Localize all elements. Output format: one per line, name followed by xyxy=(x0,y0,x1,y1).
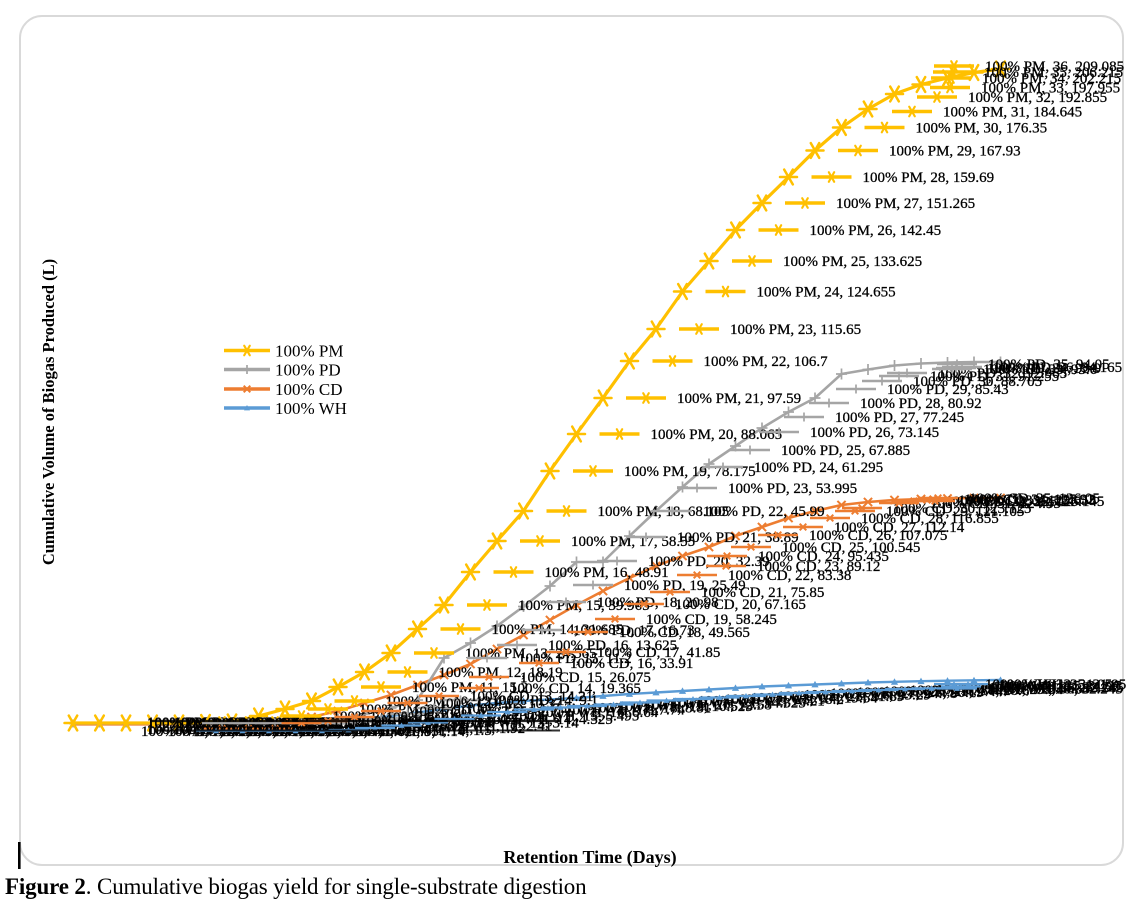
svg-text:100% CD, 22, 83.38: 100% CD, 22, 83.38 xyxy=(728,568,851,584)
svg-text:100% PD, 23, 53.995: 100% PD, 23, 53.995 xyxy=(728,481,857,497)
svg-text:100% PD, 28, 80.92: 100% PD, 28, 80.92 xyxy=(860,396,982,412)
svg-text:100% PD, 19, 25.49: 100% PD, 19, 25.49 xyxy=(624,578,746,594)
svg-text:100% PD, 26, 73.145: 100% PD, 26, 73.145 xyxy=(810,425,939,441)
svg-text:100% PD, 22, 45.99: 100% PD, 22, 45.99 xyxy=(703,504,825,520)
svg-text:100% WH, 1, 0.05: 100% WH, 1, 0.05 xyxy=(141,724,253,740)
svg-text:100% PM, 10, 12.4: 100% PM, 10, 12.4 xyxy=(386,694,503,710)
svg-text:100% WH, 35, 31.95: 100% WH, 35, 31.95 xyxy=(994,679,1121,695)
svg-text:100% WH, 35, 31.95: 100% WH, 35, 31.95 xyxy=(999,677,1126,693)
svg-text:100% CD, 26, 107.075: 100% CD, 26, 107.075 xyxy=(809,528,947,544)
svg-text:100% PM, 33, 197.955: 100% PM, 33, 197.955 xyxy=(981,81,1120,97)
svg-text:100% CD, 13, 14.21: 100% CD, 13, 14.21 xyxy=(470,689,593,705)
svg-text:100% CD, 17, 41.85: 100% CD, 17, 41.85 xyxy=(597,645,720,661)
svg-text:100% WH, 20, 12.58: 100% WH, 20, 12.58 xyxy=(645,698,772,714)
svg-text:100% PD, 29, 85.43: 100% PD, 29, 85.43 xyxy=(887,382,1009,398)
svg-text:100% CD, 34, 125.92: 100% CD, 34, 125.92 xyxy=(964,492,1095,508)
svg-text:100% PD, 31, 91.255: 100% PD, 31, 91.255 xyxy=(930,369,1059,385)
svg-text:100% PD, 27, 77.245: 100% PD, 27, 77.245 xyxy=(835,410,964,426)
svg-text:100% CD, 31, 124.35: 100% CD, 31, 124.35 xyxy=(930,496,1061,512)
svg-text:100% CD, 14, 19.365: 100% CD, 14, 19.365 xyxy=(510,681,641,697)
svg-text:100% PD, 17, 16.73: 100% PD, 17, 16.73 xyxy=(573,623,695,639)
svg-text:100% CD, 21, 75.85: 100% CD, 21, 75.85 xyxy=(701,585,824,601)
svg-text:100% PM, 21, 97.59: 100% PM, 21, 97.59 xyxy=(677,391,801,407)
svg-text:100% PM, 36, 209.085: 100% PM, 36, 209.085 xyxy=(985,59,1124,75)
svg-text:100% WH, 2, 0.09: 100% WH, 2, 0.09 xyxy=(168,724,280,740)
svg-text:100% CD, 16, 33.91: 100% CD, 16, 33.91 xyxy=(570,656,693,672)
svg-text:100% CD, 27, 112.14: 100% CD, 27, 112.14 xyxy=(834,520,965,536)
svg-text:100% PM, 31, 184.645: 100% PM, 31, 184.645 xyxy=(943,105,1082,121)
svg-text:100% PD, 25, 67.885: 100% PD, 25, 67.885 xyxy=(781,443,910,459)
svg-text:100% CD, 35, 126.05: 100% CD, 35, 126.05 xyxy=(969,491,1100,507)
svg-text:100% CD, 28, 116.855: 100% CD, 28, 116.855 xyxy=(861,511,999,527)
svg-text:Figure 2. Cumulative biogas yi: Figure 2. Cumulative biogas yield for si… xyxy=(5,874,587,899)
svg-text:100% WH, 5, 0.3: 100% WH, 5, 0.3 xyxy=(247,724,352,740)
svg-text:100% CD, 36, 126.145: 100% CD, 36, 126.145 xyxy=(966,494,1104,510)
svg-text:100% CD, 33, 125.655: 100% CD, 33, 125.655 xyxy=(958,493,1096,509)
svg-text:100% CD, 25, 100.545: 100% CD, 25, 100.545 xyxy=(782,540,920,556)
svg-text:100% PM, 35, 206.215: 100% PM, 35, 206.215 xyxy=(984,65,1123,81)
svg-text:100% CD, 15, 26.075: 100% CD, 15, 26.075 xyxy=(520,670,651,686)
svg-text:100% PM, 27, 151.265: 100% PM, 27, 151.265 xyxy=(836,196,975,212)
svg-text:100% CD, 32, 125.21: 100% CD, 32, 125.21 xyxy=(945,494,1076,510)
svg-text:100% WH, 33, 31.05: 100% WH, 33, 31.05 xyxy=(985,677,1112,693)
svg-text:100% WH, 11, 1.92: 100% WH, 11, 1.92 xyxy=(406,721,525,737)
svg-text:100% CD: 100% CD xyxy=(275,380,343,399)
svg-text:100% PM, 29, 167.93: 100% PM, 29, 167.93 xyxy=(889,144,1021,160)
svg-text:100% CD, 12, 10.37: 100% CD, 12, 10.37 xyxy=(439,696,563,712)
svg-text:100% WH: 100% WH xyxy=(275,399,347,418)
svg-text:100% PM, 20, 88.065: 100% PM, 20, 88.065 xyxy=(651,427,783,443)
svg-text:100% CD, 30, 123.125: 100% CD, 30, 123.125 xyxy=(893,501,1031,517)
svg-text:100% WH, 36, 32.245: 100% WH, 36, 32.245 xyxy=(989,680,1124,696)
svg-text:100% PD, 36, 94.165: 100% PD, 36, 94.165 xyxy=(993,360,1122,376)
svg-text:100% PD, 24, 61.295: 100% PD, 24, 61.295 xyxy=(754,460,883,476)
svg-text:100% WH, 34, 31.58: 100% WH, 34, 31.58 xyxy=(992,680,1119,696)
svg-text:100% PM, 9, 9.9: 100% PM, 9, 9.9 xyxy=(359,702,461,718)
svg-text:100% PM, 34, 202.215: 100% PM, 34, 202.215 xyxy=(982,71,1121,87)
svg-text:100% CD, 18, 49.565: 100% CD, 18, 49.565 xyxy=(619,625,750,641)
svg-text:Cumulative Volume of Biogas Pr: Cumulative Volume of Biogas Produced (L) xyxy=(39,259,58,565)
svg-text:100% WH, 36, 32.245: 100% WH, 36, 32.245 xyxy=(988,682,1123,698)
svg-text:100% PM, 25, 133.625: 100% PM, 25, 133.625 xyxy=(783,254,922,270)
svg-text:100% PM, 28, 159.69: 100% PM, 28, 159.69 xyxy=(863,170,995,186)
svg-text:Retention Time (Days): Retention Time (Days) xyxy=(503,847,676,868)
svg-text:100% PD, 16, 13.625: 100% PD, 16, 13.625 xyxy=(548,638,677,654)
svg-text:100% PD: 100% PD xyxy=(275,361,341,380)
svg-text:100% CD, 19, 58.245: 100% CD, 19, 58.245 xyxy=(646,612,777,628)
svg-text:100% PD, 34, 93.9: 100% PD, 34, 93.9 xyxy=(987,361,1101,377)
svg-text:100% PM, 32, 192.855: 100% PM, 32, 192.855 xyxy=(968,90,1107,106)
svg-text:100% PM, 26, 142.45: 100% PM, 26, 142.45 xyxy=(810,223,942,239)
svg-text:100% PM, 23, 115.65: 100% PM, 23, 115.65 xyxy=(730,322,861,338)
svg-text:100% PM, 16, 48.91: 100% PM, 16, 48.91 xyxy=(545,565,669,581)
svg-text:100% CD, 29, 121.105: 100% CD, 29, 121.105 xyxy=(886,504,1024,520)
svg-text:100% CD, 20, 67.165: 100% CD, 20, 67.165 xyxy=(675,597,806,613)
svg-text:100% PM, 24, 124.655: 100% PM, 24, 124.655 xyxy=(757,285,896,301)
svg-text:100% PD, 30, 88.705: 100% PD, 30, 88.705 xyxy=(913,374,1042,390)
svg-text:100% PD, 35, 94.05: 100% PD, 35, 94.05 xyxy=(988,357,1110,373)
svg-text:100% PM: 100% PM xyxy=(275,342,343,361)
svg-text:100% PM, 30, 176.35: 100% PM, 30, 176.35 xyxy=(916,121,1048,137)
svg-text:100% WH, 4, 0.21: 100% WH, 4, 0.21 xyxy=(221,724,333,740)
svg-text:100% WH, 32, 30.38: 100% WH, 32, 30.38 xyxy=(963,682,1090,698)
svg-text:100% PM, 22, 106.7: 100% PM, 22, 106.7 xyxy=(704,354,829,370)
svg-text:100% WH, 13, 3.14: 100% WH, 13, 3.14 xyxy=(459,716,579,732)
svg-text:100% CD, 24, 95.435: 100% CD, 24, 95.435 xyxy=(758,549,889,565)
svg-text:100% WH, 3, 0.14: 100% WH, 3, 0.14 xyxy=(194,724,307,740)
svg-text:100% WH, 16, 6.64: 100% WH, 16, 6.64 xyxy=(539,705,659,721)
svg-text:100% CD, 23, 89.12: 100% CD, 23, 89.12 xyxy=(757,559,880,575)
svg-text:100% PD, 33, 93.6: 100% PD, 33, 93.6 xyxy=(983,362,1098,378)
svg-text:100% WH, 8, 0.85: 100% WH, 8, 0.85 xyxy=(327,724,439,740)
